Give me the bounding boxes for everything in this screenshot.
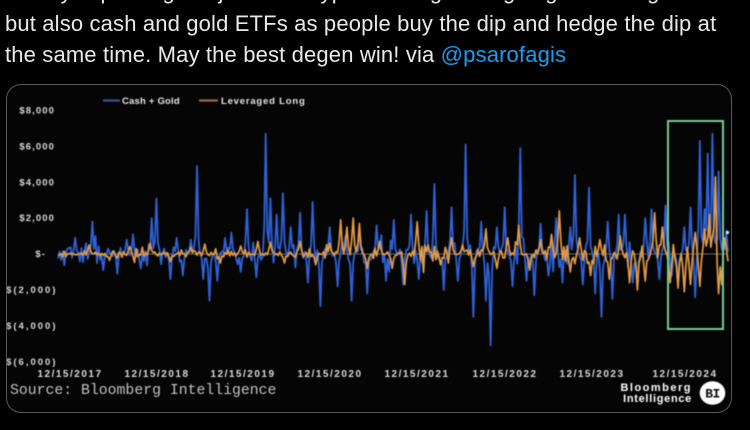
svg-text:Leveraged Long: Leveraged Long	[221, 96, 306, 107]
svg-text:$8,000: $8,000	[19, 106, 55, 117]
svg-text:12/15/2024: 12/15/2024	[652, 369, 717, 380]
svg-text:12/15/2017: 12/15/2017	[37, 369, 102, 380]
svg-text:Bloomberg: Bloomberg	[620, 382, 692, 394]
svg-text:12/15/2018: 12/15/2018	[124, 369, 189, 380]
svg-text:$-: $-	[35, 249, 46, 260]
svg-text:Intelligence: Intelligence	[623, 393, 692, 405]
svg-text:$(4,000): $(4,000)	[6, 321, 57, 332]
svg-text:$(2,000): $(2,000)	[6, 285, 57, 296]
svg-text:Cash + Gold: Cash + Gold	[122, 96, 180, 107]
svg-text:12/15/2023: 12/15/2023	[559, 369, 624, 380]
svg-text:Source: Bloomberg Intelligence: Source: Bloomberg Intelligence	[10, 383, 276, 399]
svg-text:12/15/2021: 12/15/2021	[384, 369, 449, 380]
svg-text:$4,000: $4,000	[19, 177, 55, 188]
svg-text:$6,000: $6,000	[19, 141, 55, 152]
svg-text:12/15/2020: 12/15/2020	[297, 369, 362, 380]
svg-text:$(6,000): $(6,000)	[6, 357, 57, 368]
svg-text:12/15/2022: 12/15/2022	[472, 369, 537, 380]
svg-text:$2,000: $2,000	[19, 213, 55, 224]
svg-text:12/15/2019: 12/15/2019	[210, 369, 275, 380]
svg-text:BI: BI	[705, 387, 720, 402]
